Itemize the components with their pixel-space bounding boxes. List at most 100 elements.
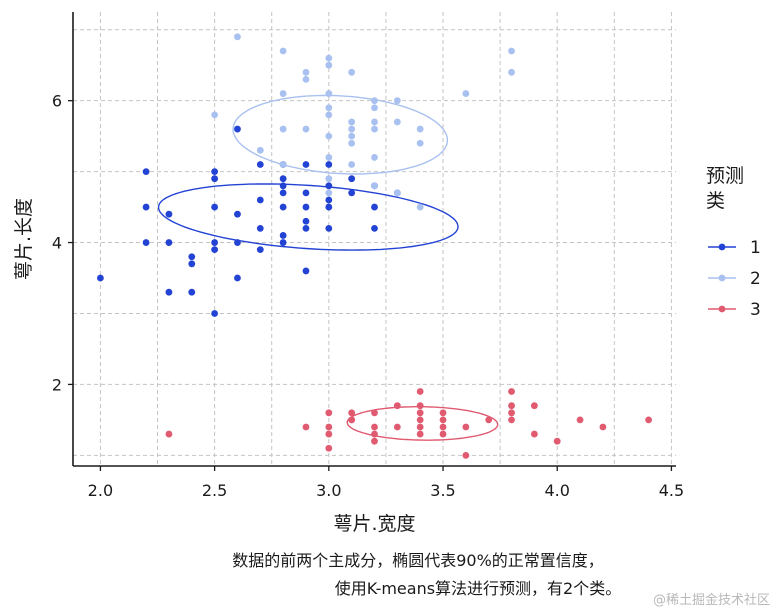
data-point-1: [165, 239, 173, 246]
confidence-ellipse-1: [157, 183, 459, 251]
data-point-2: [325, 61, 333, 69]
data-point-1: [302, 267, 310, 275]
data-point-3: [462, 423, 470, 431]
y-tick-label: 6: [52, 92, 62, 111]
data-point-1: [211, 168, 219, 176]
x-tick-label: 4.5: [659, 481, 684, 500]
data-point-3: [508, 388, 515, 395]
data-point-2: [234, 33, 241, 41]
data-point-2: [393, 97, 401, 105]
data-point-1: [279, 232, 287, 239]
data-point-1: [211, 246, 219, 254]
data-point-1: [256, 161, 264, 168]
data-point-1: [302, 189, 310, 197]
legend-label-2: 2: [750, 269, 761, 289]
data-point-2: [325, 111, 333, 119]
tick-labels: 2.0 2.5 3.0 3.5 4.0 4.5 2 4 6: [52, 92, 684, 500]
data-point-2: [371, 154, 378, 161]
data-point-2: [302, 125, 310, 133]
confidence-ellipse-3: [346, 406, 499, 441]
x-tick-label: 3.0: [316, 481, 341, 500]
data-point-2: [348, 125, 356, 133]
data-point-1: [279, 175, 287, 183]
data-point-3: [439, 430, 447, 438]
data-point-2: [325, 189, 333, 197]
data-point-1: [188, 253, 196, 261]
data-point-2: [348, 139, 356, 147]
data-point-2: [348, 118, 356, 126]
data-point-1: [371, 224, 378, 232]
data-point-1: [302, 224, 310, 232]
data-point-2: [508, 68, 515, 76]
legend-key-point-3: [718, 305, 726, 313]
data-point-3: [485, 416, 493, 424]
data-point-2: [302, 68, 310, 76]
y-tick-label: 4: [52, 234, 62, 253]
data-point-1: [371, 203, 378, 211]
legend-key-point-1: [718, 243, 726, 251]
data-point-2: [416, 203, 424, 211]
x-tick-label: 4.0: [545, 481, 570, 500]
data-point-3: [645, 416, 652, 424]
data-point-3: [439, 416, 447, 424]
caption-line-2: 使用K-means算法进行预测，有2个类。: [335, 579, 621, 598]
data-point-2: [279, 161, 287, 168]
data-point-2: [325, 154, 333, 161]
data-point-2: [279, 47, 287, 55]
data-point-2: [211, 111, 219, 119]
data-point-3: [302, 423, 310, 431]
data-point-1: [211, 175, 219, 183]
data-point-2: [393, 189, 401, 197]
data-point-1: [234, 125, 241, 133]
data-point-2: [325, 104, 333, 112]
data-point-3: [371, 423, 378, 431]
data-point-3: [165, 430, 173, 438]
data-point-1: [165, 210, 173, 218]
data-point-1: [325, 182, 333, 190]
data-point-2: [348, 132, 356, 140]
y-axis-title: 萼片.长度: [13, 198, 35, 280]
data-point-1: [348, 189, 356, 197]
data-point-1: [348, 175, 356, 183]
legend: 预测类 1 2 3: [706, 165, 761, 320]
data-point-1: [234, 274, 241, 282]
data-point-3: [348, 409, 356, 417]
data-point-2: [371, 125, 378, 133]
data-point-2: [371, 104, 378, 112]
confidence-ellipse-2: [232, 94, 449, 175]
data-point-1: [256, 224, 264, 232]
data-points: [97, 33, 652, 459]
data-point-1: [279, 182, 287, 190]
data-point-3: [325, 409, 333, 417]
data-point-3: [508, 409, 515, 417]
data-point-1: [211, 203, 219, 211]
data-point-2: [325, 90, 333, 97]
data-point-3: [416, 423, 424, 431]
confidence-ellipses: [157, 94, 499, 441]
x-tick-label: 2.5: [202, 481, 227, 500]
data-point-3: [325, 444, 333, 452]
data-point-3: [416, 430, 424, 438]
data-point-3: [416, 388, 424, 395]
data-point-3: [416, 416, 424, 424]
data-point-2: [416, 139, 424, 147]
data-point-3: [508, 402, 515, 410]
data-point-3: [576, 416, 584, 424]
data-point-1: [302, 217, 310, 225]
data-point-2: [302, 75, 310, 83]
data-point-3: [553, 437, 561, 445]
y-tick-label: 2: [52, 375, 62, 394]
data-point-2: [256, 146, 264, 154]
data-point-3: [325, 423, 333, 431]
data-point-2: [325, 132, 333, 140]
data-point-1: [325, 196, 333, 204]
legend-label-1: 1: [750, 238, 761, 258]
data-point-1: [188, 260, 196, 268]
data-point-1: [256, 246, 264, 254]
data-point-1: [142, 239, 150, 246]
data-point-2: [393, 118, 401, 126]
data-point-2: [416, 125, 424, 133]
data-point-2: [508, 47, 515, 55]
data-point-3: [393, 423, 401, 431]
